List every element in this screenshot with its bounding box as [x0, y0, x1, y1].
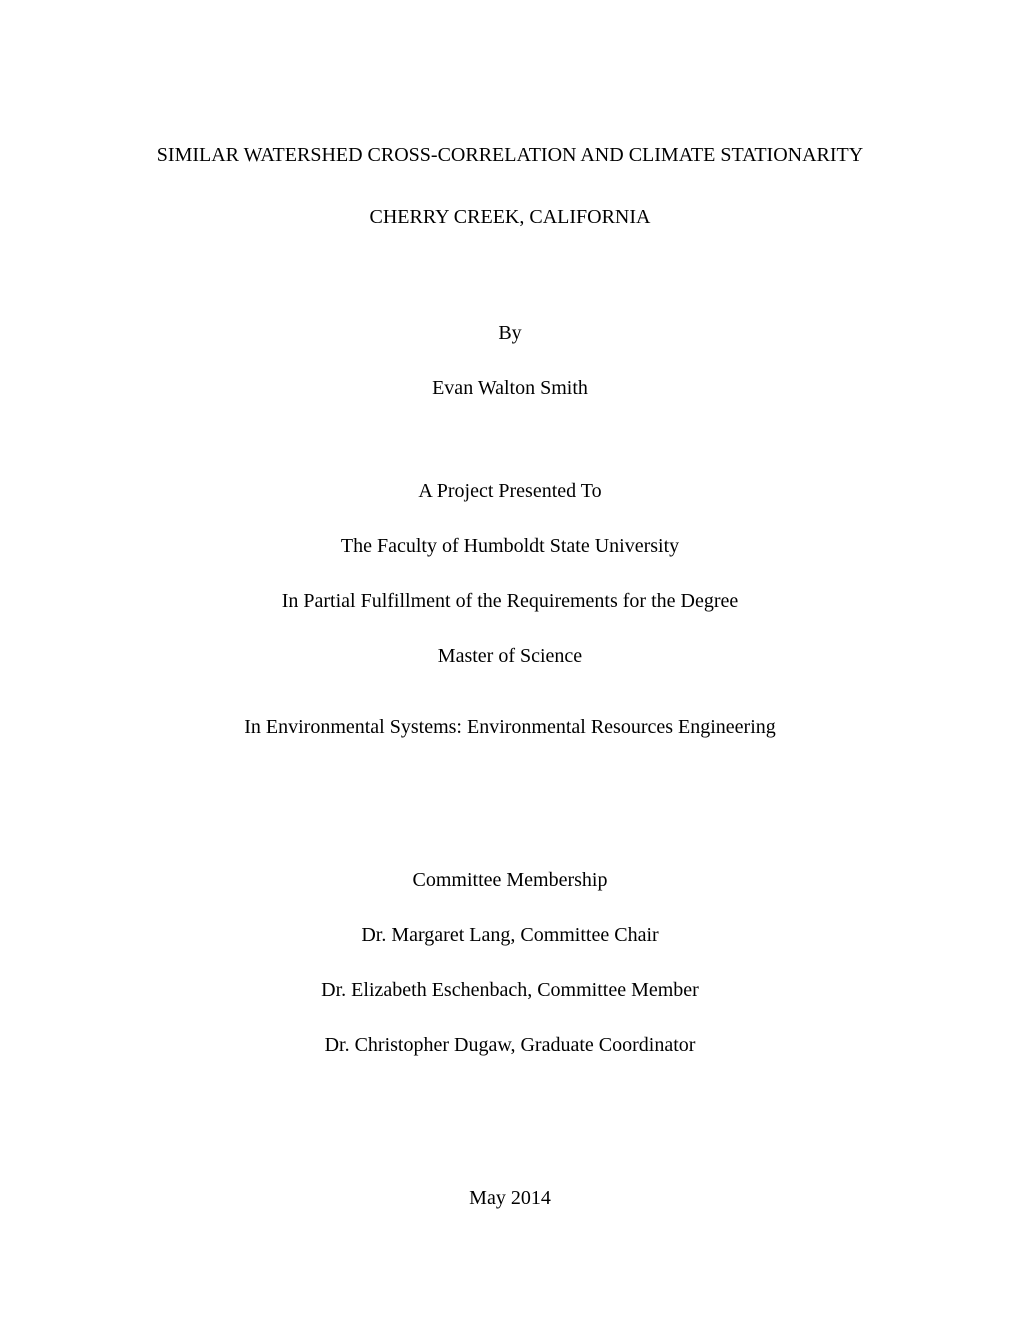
author-block: By Evan Walton Smith [130, 322, 890, 400]
committee-block: Committee Membership Dr. Margaret Lang, … [130, 869, 890, 1057]
presentation-block: A Project Presented To The Faculty of Hu… [130, 480, 890, 668]
committee-member: Dr. Christopher Dugaw, Graduate Coordina… [130, 1034, 890, 1057]
presentation-line-1: A Project Presented To [130, 480, 890, 503]
date: May 2014 [130, 1187, 890, 1210]
author-name: Evan Walton Smith [130, 377, 890, 400]
presentation-line-4: Master of Science [130, 645, 890, 668]
committee-heading: Committee Membership [130, 869, 890, 892]
title-block: SIMILAR WATERSHED CROSS-CORRELATION AND … [130, 140, 890, 232]
presentation-line-2: The Faculty of Humboldt State University [130, 535, 890, 558]
presentation-line-3: In Partial Fulfillment of the Requiremen… [130, 590, 890, 613]
program-line: In Environmental Systems: Environmental … [130, 716, 890, 739]
title-line-1: SIMILAR WATERSHED CROSS-CORRELATION AND … [130, 140, 890, 170]
committee-member: Dr. Elizabeth Eschenbach, Committee Memb… [130, 979, 890, 1002]
by-label: By [130, 322, 890, 345]
title-page: SIMILAR WATERSHED CROSS-CORRELATION AND … [130, 140, 890, 1210]
title-line-2: CHERRY CREEK, CALIFORNIA [130, 202, 890, 232]
committee-member: Dr. Margaret Lang, Committee Chair [130, 924, 890, 947]
